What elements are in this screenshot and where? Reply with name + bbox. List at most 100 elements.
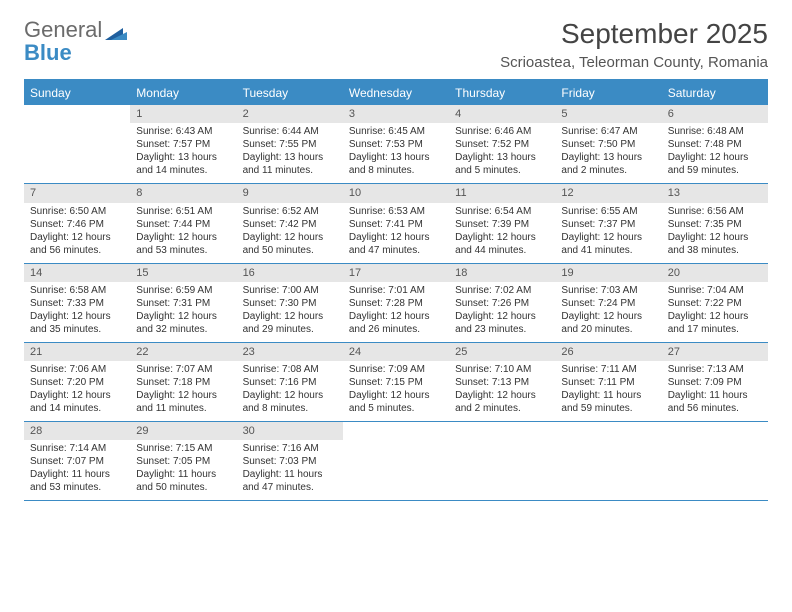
day-number: 21 <box>24 343 130 361</box>
day-header: Tuesday <box>237 81 343 105</box>
calendar-cell <box>662 422 768 501</box>
day-number: 19 <box>555 264 661 282</box>
day-number: 11 <box>449 184 555 202</box>
calendar-cell <box>24 105 130 184</box>
calendar-cell: 11Sunrise: 6:54 AMSunset: 7:39 PMDayligh… <box>449 184 555 263</box>
day-number: 23 <box>237 343 343 361</box>
day-number: 18 <box>449 264 555 282</box>
calendar-cell: 18Sunrise: 7:02 AMSunset: 7:26 PMDayligh… <box>449 264 555 343</box>
title-block: September 2025 Scrioastea, Teleorman Cou… <box>500 18 768 71</box>
calendar-cell: 2Sunrise: 6:44 AMSunset: 7:55 PMDaylight… <box>237 105 343 184</box>
day-number: 14 <box>24 264 130 282</box>
calendar-cell: 23Sunrise: 7:08 AMSunset: 7:16 PMDayligh… <box>237 343 343 422</box>
day-details: Sunrise: 7:15 AMSunset: 7:05 PMDaylight:… <box>130 440 236 500</box>
day-details: Sunrise: 7:06 AMSunset: 7:20 PMDaylight:… <box>24 361 130 421</box>
day-header: Friday <box>555 81 661 105</box>
day-details: Sunrise: 7:01 AMSunset: 7:28 PMDaylight:… <box>343 282 449 342</box>
day-number <box>24 105 130 123</box>
calendar-cell: 5Sunrise: 6:47 AMSunset: 7:50 PMDaylight… <box>555 105 661 184</box>
day-number: 15 <box>130 264 236 282</box>
day-details: Sunrise: 7:00 AMSunset: 7:30 PMDaylight:… <box>237 282 343 342</box>
calendar-cell: 29Sunrise: 7:15 AMSunset: 7:05 PMDayligh… <box>130 422 236 501</box>
day-number: 22 <box>130 343 236 361</box>
day-number: 26 <box>555 343 661 361</box>
day-details: Sunrise: 7:03 AMSunset: 7:24 PMDaylight:… <box>555 282 661 342</box>
calendar-cell: 16Sunrise: 7:00 AMSunset: 7:30 PMDayligh… <box>237 264 343 343</box>
month-title: September 2025 <box>500 18 768 50</box>
day-header: Sunday <box>24 81 130 105</box>
calendar-cell <box>555 422 661 501</box>
header: General Blue September 2025 Scrioastea, … <box>24 18 768 71</box>
calendar-grid: SundayMondayTuesdayWednesdayThursdayFrid… <box>24 79 768 501</box>
calendar-cell: 26Sunrise: 7:11 AMSunset: 7:11 PMDayligh… <box>555 343 661 422</box>
day-number: 25 <box>449 343 555 361</box>
day-details: Sunrise: 6:51 AMSunset: 7:44 PMDaylight:… <box>130 203 236 263</box>
calendar-cell: 7Sunrise: 6:50 AMSunset: 7:46 PMDaylight… <box>24 184 130 263</box>
day-details: Sunrise: 6:50 AMSunset: 7:46 PMDaylight:… <box>24 203 130 263</box>
day-details: Sunrise: 6:46 AMSunset: 7:52 PMDaylight:… <box>449 123 555 183</box>
logo-triangle-icon <box>105 22 127 48</box>
day-details: Sunrise: 6:53 AMSunset: 7:41 PMDaylight:… <box>343 203 449 263</box>
day-details: Sunrise: 6:44 AMSunset: 7:55 PMDaylight:… <box>237 123 343 183</box>
day-number: 10 <box>343 184 449 202</box>
calendar-cell: 19Sunrise: 7:03 AMSunset: 7:24 PMDayligh… <box>555 264 661 343</box>
day-number <box>555 422 661 440</box>
calendar-cell: 28Sunrise: 7:14 AMSunset: 7:07 PMDayligh… <box>24 422 130 501</box>
day-number: 24 <box>343 343 449 361</box>
day-number: 30 <box>237 422 343 440</box>
calendar-cell: 12Sunrise: 6:55 AMSunset: 7:37 PMDayligh… <box>555 184 661 263</box>
day-number: 1 <box>130 105 236 123</box>
calendar-cell: 8Sunrise: 6:51 AMSunset: 7:44 PMDaylight… <box>130 184 236 263</box>
calendar-cell: 3Sunrise: 6:45 AMSunset: 7:53 PMDaylight… <box>343 105 449 184</box>
calendar-cell: 13Sunrise: 6:56 AMSunset: 7:35 PMDayligh… <box>662 184 768 263</box>
day-number: 4 <box>449 105 555 123</box>
calendar-cell: 9Sunrise: 6:52 AMSunset: 7:42 PMDaylight… <box>237 184 343 263</box>
calendar-cell <box>343 422 449 501</box>
day-details: Sunrise: 6:43 AMSunset: 7:57 PMDaylight:… <box>130 123 236 183</box>
day-number: 6 <box>662 105 768 123</box>
calendar-cell: 15Sunrise: 6:59 AMSunset: 7:31 PMDayligh… <box>130 264 236 343</box>
day-number: 7 <box>24 184 130 202</box>
day-details: Sunrise: 7:08 AMSunset: 7:16 PMDaylight:… <box>237 361 343 421</box>
calendar-cell: 17Sunrise: 7:01 AMSunset: 7:28 PMDayligh… <box>343 264 449 343</box>
day-number: 5 <box>555 105 661 123</box>
day-header: Saturday <box>662 81 768 105</box>
calendar-cell <box>449 422 555 501</box>
day-details: Sunrise: 7:13 AMSunset: 7:09 PMDaylight:… <box>662 361 768 421</box>
logo-text: General Blue <box>24 18 102 64</box>
calendar-cell: 27Sunrise: 7:13 AMSunset: 7:09 PMDayligh… <box>662 343 768 422</box>
calendar-cell: 10Sunrise: 6:53 AMSunset: 7:41 PMDayligh… <box>343 184 449 263</box>
day-details: Sunrise: 7:04 AMSunset: 7:22 PMDaylight:… <box>662 282 768 342</box>
calendar-cell: 20Sunrise: 7:04 AMSunset: 7:22 PMDayligh… <box>662 264 768 343</box>
day-number: 17 <box>343 264 449 282</box>
day-number: 29 <box>130 422 236 440</box>
calendar-cell: 30Sunrise: 7:16 AMSunset: 7:03 PMDayligh… <box>237 422 343 501</box>
day-details: Sunrise: 6:52 AMSunset: 7:42 PMDaylight:… <box>237 203 343 263</box>
day-details: Sunrise: 6:48 AMSunset: 7:48 PMDaylight:… <box>662 123 768 183</box>
day-number: 13 <box>662 184 768 202</box>
day-details: Sunrise: 6:59 AMSunset: 7:31 PMDaylight:… <box>130 282 236 342</box>
day-header: Wednesday <box>343 81 449 105</box>
day-number <box>343 422 449 440</box>
logo-word2: Blue <box>24 40 72 65</box>
day-number <box>449 422 555 440</box>
calendar-cell: 4Sunrise: 6:46 AMSunset: 7:52 PMDaylight… <box>449 105 555 184</box>
day-details: Sunrise: 6:58 AMSunset: 7:33 PMDaylight:… <box>24 282 130 342</box>
day-number: 8 <box>130 184 236 202</box>
day-number <box>662 422 768 440</box>
day-header: Thursday <box>449 81 555 105</box>
calendar-cell: 14Sunrise: 6:58 AMSunset: 7:33 PMDayligh… <box>24 264 130 343</box>
day-number: 12 <box>555 184 661 202</box>
day-number: 16 <box>237 264 343 282</box>
day-details: Sunrise: 7:09 AMSunset: 7:15 PMDaylight:… <box>343 361 449 421</box>
day-details: Sunrise: 7:10 AMSunset: 7:13 PMDaylight:… <box>449 361 555 421</box>
day-number: 3 <box>343 105 449 123</box>
logo-word1: General <box>24 17 102 42</box>
location: Scrioastea, Teleorman County, Romania <box>500 54 768 71</box>
day-details: Sunrise: 6:54 AMSunset: 7:39 PMDaylight:… <box>449 203 555 263</box>
day-details: Sunrise: 7:02 AMSunset: 7:26 PMDaylight:… <box>449 282 555 342</box>
day-details: Sunrise: 7:11 AMSunset: 7:11 PMDaylight:… <box>555 361 661 421</box>
day-details: Sunrise: 6:47 AMSunset: 7:50 PMDaylight:… <box>555 123 661 183</box>
calendar-cell: 22Sunrise: 7:07 AMSunset: 7:18 PMDayligh… <box>130 343 236 422</box>
day-details: Sunrise: 7:16 AMSunset: 7:03 PMDaylight:… <box>237 440 343 500</box>
